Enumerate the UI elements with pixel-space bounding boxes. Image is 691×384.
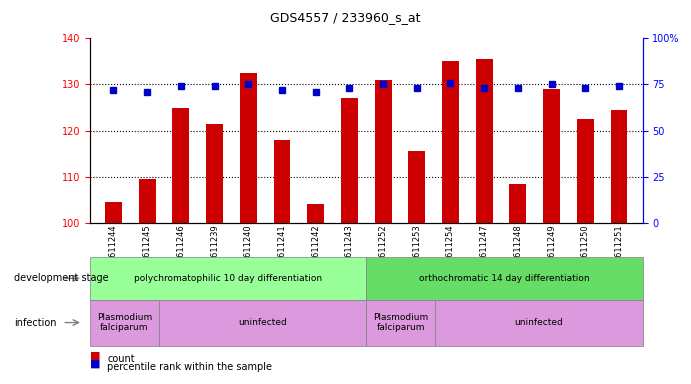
Text: development stage: development stage xyxy=(14,273,108,283)
Text: polychromatophilic 10 day differentiation: polychromatophilic 10 day differentiatio… xyxy=(134,274,322,283)
Text: ■: ■ xyxy=(90,351,100,361)
Bar xyxy=(105,202,122,223)
Text: count: count xyxy=(107,354,135,364)
Text: Plasmodium
falciparum: Plasmodium falciparum xyxy=(373,313,428,332)
Text: GDS4557 / 233960_s_at: GDS4557 / 233960_s_at xyxy=(270,12,421,25)
Bar xyxy=(476,59,493,223)
Bar xyxy=(577,119,594,223)
Text: orthochromatic 14 day differentiation: orthochromatic 14 day differentiation xyxy=(419,274,589,283)
Bar xyxy=(139,179,155,223)
Bar xyxy=(307,204,324,223)
Bar xyxy=(611,110,627,223)
Text: percentile rank within the sample: percentile rank within the sample xyxy=(107,362,272,372)
Text: ■: ■ xyxy=(90,359,100,369)
Bar xyxy=(442,61,459,223)
Bar xyxy=(173,108,189,223)
Text: Plasmodium
falciparum: Plasmodium falciparum xyxy=(97,313,152,332)
Bar xyxy=(274,140,290,223)
Bar xyxy=(240,73,256,223)
Text: uninfected: uninfected xyxy=(238,318,287,327)
Bar xyxy=(375,80,392,223)
Bar xyxy=(543,89,560,223)
Bar xyxy=(509,184,527,223)
Bar xyxy=(408,151,425,223)
Bar xyxy=(206,124,223,223)
Text: uninfected: uninfected xyxy=(515,318,563,327)
Bar xyxy=(341,98,358,223)
Text: infection: infection xyxy=(14,318,57,328)
